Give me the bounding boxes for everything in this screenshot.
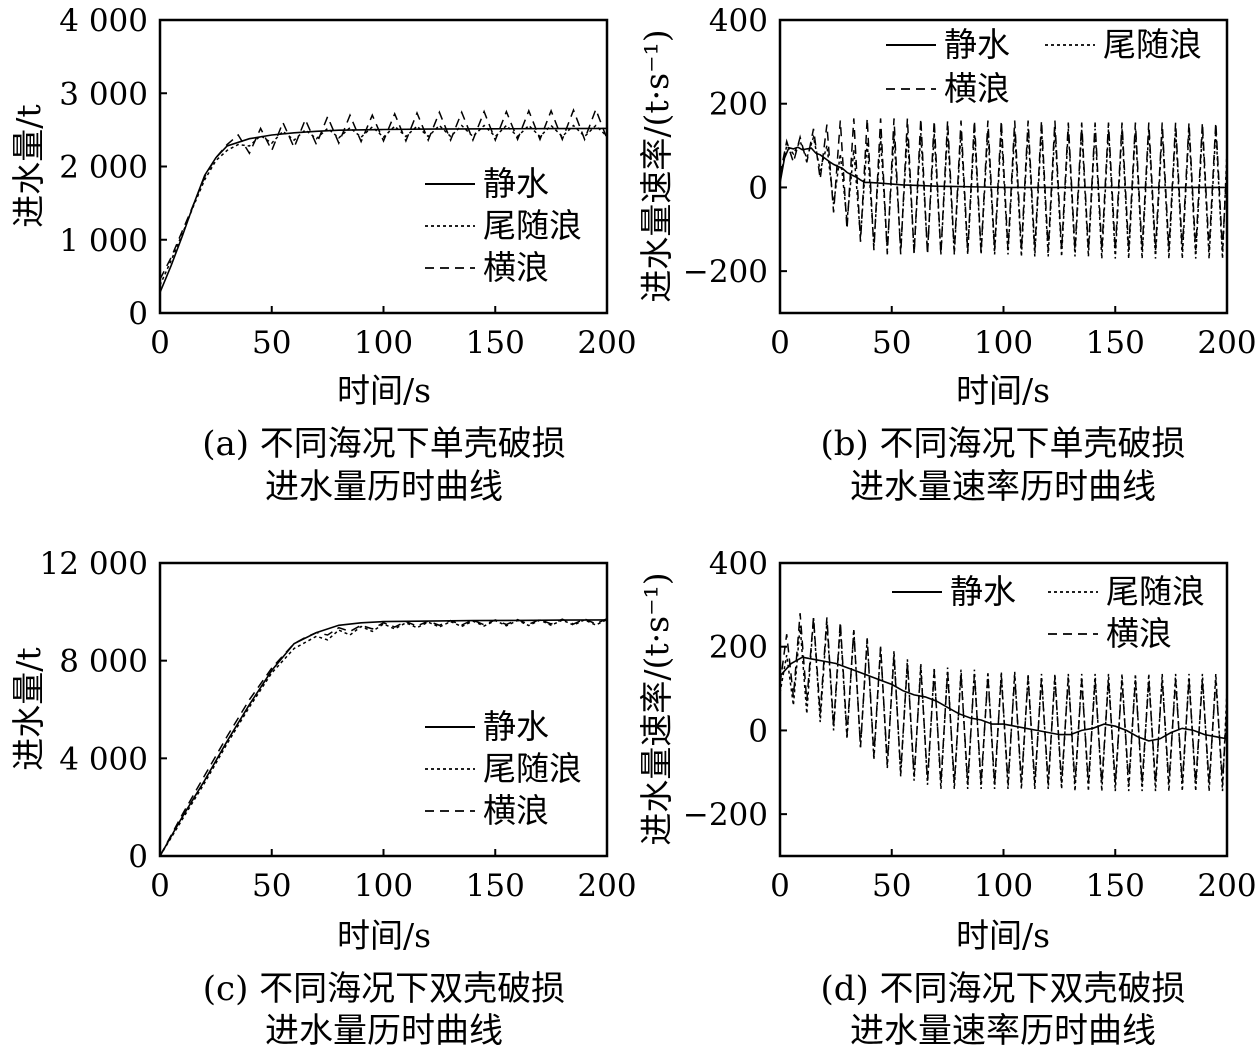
panel-a-xlabel: 时间/s: [337, 371, 431, 410]
panel-c-ticks: 0 50 100 150 200 0 4 000 8 000 12 000: [40, 546, 637, 904]
panel-c-y-tick-label: 8 000: [59, 644, 148, 680]
panel-c: 0 50 100 150 200 0 4 000 8 000 12 000 时间/s 进水量/t…: [9, 546, 637, 1050]
panel-d-x-tick-label: 0: [770, 868, 790, 904]
panel-b-x-tick-label: 150: [1086, 325, 1145, 361]
panel-c-series: [160, 618, 607, 856]
panel-d-legend-label: 横浪: [1106, 614, 1172, 653]
panel-b-x-tick-label: 200: [1197, 325, 1256, 361]
panel-b-x-tick-label: 0: [770, 325, 790, 361]
panel-b-legend-label: 尾随浪: [1103, 25, 1202, 64]
panel-d-series-0-line: [780, 656, 1227, 742]
panel-d-legend-label: 尾随浪: [1106, 572, 1205, 611]
panel-a-y-tick-label: 1 000: [59, 223, 148, 259]
panel-a-y-tick-label: 2 000: [59, 150, 148, 186]
panel-d-series-2-line: [780, 613, 1227, 783]
panel-c-series-2-line: [160, 618, 607, 856]
panel-d-caption-line-2: 进水量速率历时曲线: [850, 1011, 1156, 1050]
panel-d-x-tick-label: 150: [1086, 868, 1145, 904]
panel-a-x-tick-label: 0: [150, 325, 170, 361]
panel-c-y-tick-label: 4 000: [59, 741, 148, 777]
panel-c-y-tick-label: 12 000: [40, 546, 148, 582]
panel-d-xlabel: 时间/s: [956, 916, 1050, 955]
panel-a-x-tick-label: 100: [354, 325, 413, 361]
panel-a-legend-label: 横浪: [483, 248, 549, 287]
panel-c-series-1-line: [160, 618, 607, 856]
panel-b-series: [780, 118, 1227, 259]
panel-c-y-tick-label: 0: [128, 839, 148, 875]
panel-c-legend-label: 横浪: [483, 791, 549, 830]
panel-b-series-2-line: [780, 118, 1227, 255]
panel-d-series-1-line: [780, 617, 1227, 792]
panel-d-legend-label: 静水: [950, 572, 1016, 611]
panel-c-x-tick-label: 100: [354, 868, 413, 904]
panel-b-legend-label: 横浪: [944, 69, 1010, 108]
panel-c-x-tick-label: 200: [577, 868, 636, 904]
panel-b-series-1-line: [780, 128, 1227, 259]
panel-b-x-tick-label: 100: [974, 325, 1033, 361]
panel-c-xlabel: 时间/s: [337, 916, 431, 955]
panel-a-x-tick-label: 200: [577, 325, 636, 361]
panel-b-caption-line-1: (b) 不同海况下单壳破损: [820, 424, 1185, 464]
panel-b-ylabel: 进水量速率/(t·s⁻¹): [637, 29, 676, 302]
panel-a-y-tick-label: 3 000: [59, 76, 148, 112]
panel-a: 0 50 100 150 200 0 1 000 2 000 3 000 4 000 时间/s 进…: [9, 3, 637, 507]
panel-a-series-0-line: [160, 127, 607, 293]
panel-c-x-tick-label: 150: [466, 868, 525, 904]
panel-d-ylabel: 进水量速率/(t·s⁻¹): [637, 572, 676, 845]
panel-a-series-1-line: [160, 124, 607, 286]
panel-a-ticks: 0 50 100 150 200 0 1 000 2 000 3 000 4 000: [59, 3, 636, 361]
panel-b-y-tick-label: −200: [683, 254, 768, 290]
panel-d-caption-line-1: (d) 不同海况下双壳破损: [820, 969, 1185, 1009]
panel-a-legend-label: 静水: [483, 164, 549, 203]
panel-a-y-tick-label: 4 000: [59, 3, 148, 39]
panel-a-series-2-line: [160, 107, 607, 280]
panel-c-legend-label: 静水: [483, 707, 549, 746]
panel-b-x-tick-label: 50: [872, 325, 911, 361]
panel-b-y-tick-label: 400: [709, 3, 768, 39]
panel-c-legend-label: 尾随浪: [483, 749, 582, 788]
panel-d-x-tick-label: 100: [974, 868, 1033, 904]
panel-d-y-tick-label: 0: [748, 713, 768, 749]
panel-a-x-tick-label: 150: [466, 325, 525, 361]
panel-a-legend-label: 尾随浪: [483, 206, 582, 245]
panel-b-xlabel: 时间/s: [956, 371, 1050, 410]
panel-c-x-tick-label: 0: [150, 868, 170, 904]
panel-a-y-tick-label: 0: [128, 296, 148, 332]
panel-d-y-tick-label: 400: [709, 546, 768, 582]
panel-b-y-tick-label: 0: [748, 170, 768, 206]
panel-c-ylabel: 进水量/t: [9, 647, 48, 770]
panel-d-y-tick-label: 200: [709, 630, 768, 666]
panel-c-caption-line-1: (c) 不同海况下双壳破损: [203, 969, 565, 1009]
panel-c-caption-line-2: 进水量历时曲线: [265, 1011, 503, 1050]
panel-a-caption-line-1: (a) 不同海况下单壳破损: [202, 424, 566, 464]
panel-a-ylabel: 进水量/t: [9, 104, 48, 227]
panel-c-x-tick-label: 50: [252, 868, 291, 904]
panel-a-caption-line-2: 进水量历时曲线: [265, 467, 503, 507]
panel-b-caption-line-2: 进水量速率历时曲线: [850, 467, 1156, 507]
panel-d-x-tick-label: 200: [1197, 868, 1256, 904]
panel-b-legend-label: 静水: [944, 25, 1010, 64]
panel-d-series: [780, 613, 1227, 792]
panel-b-y-tick-label: 200: [709, 87, 768, 123]
panel-a-x-tick-label: 50: [252, 325, 291, 361]
panel-d-x-tick-label: 50: [872, 868, 911, 904]
panel-a-series: [160, 107, 607, 293]
panel-d-y-tick-label: −200: [683, 797, 768, 833]
